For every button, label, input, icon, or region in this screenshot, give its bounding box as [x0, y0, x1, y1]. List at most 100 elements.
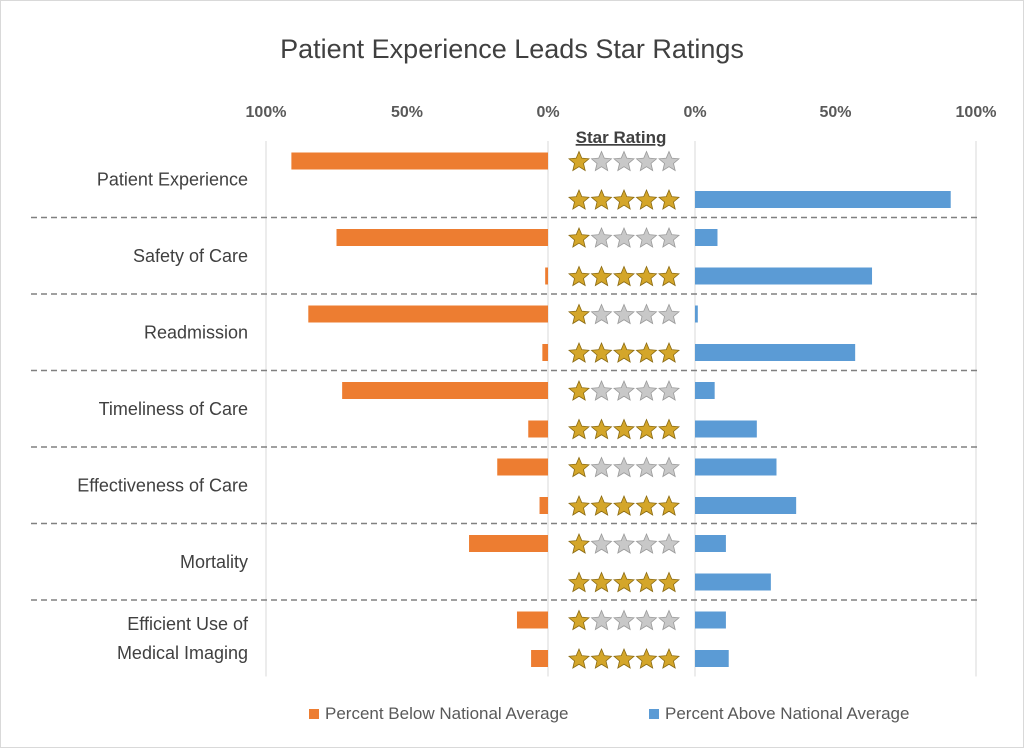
star-filled-icon [568, 265, 590, 287]
star-empty-icon [590, 456, 613, 478]
star-empty-icon [590, 532, 613, 554]
star-empty-icon [590, 379, 613, 401]
category-labels: Patient Experience Safety of Care Readmiss… [77, 169, 249, 663]
star-filled-icon [568, 188, 590, 210]
star-filled-icon [568, 226, 590, 248]
star-filled-icon [658, 188, 680, 210]
star-filled-icon [590, 265, 613, 287]
star-filled-icon [658, 647, 680, 669]
star-empty-icon [590, 303, 613, 325]
below-average-bar [336, 229, 548, 246]
star-filled-icon [635, 341, 658, 363]
star-filled-icon [568, 418, 590, 440]
star-filled-icon [590, 494, 613, 516]
star-filled-icon [590, 647, 613, 669]
star-filled-icon [635, 265, 658, 287]
star-filled-icon [590, 571, 613, 593]
star-empty-icon [613, 303, 635, 325]
star-empty-icon [613, 609, 635, 631]
star-filled-icon [613, 418, 635, 440]
below-average-bar [545, 267, 548, 285]
right-tick-label: 50% [819, 104, 851, 121]
star-empty-icon [635, 226, 658, 248]
star-filled-icon [613, 647, 635, 669]
legend: Percent Below National Average Percent Ab… [309, 704, 909, 723]
star-empty-icon [635, 303, 658, 325]
legend-label: Percent Below National Average [325, 704, 569, 723]
left-tick-label: 50% [391, 104, 423, 121]
star-empty-icon [613, 532, 635, 554]
right-axis-ticks: 0% 50% 100% [683, 104, 996, 121]
star-filled-icon [568, 609, 590, 631]
star-filled-icon [568, 341, 590, 363]
star-filled-icon [658, 418, 680, 440]
star-filled-icon [568, 456, 590, 478]
star-filled-icon [635, 494, 658, 516]
star-empty-icon [613, 226, 635, 248]
above-average-bar [695, 650, 729, 667]
above-average-bar [695, 191, 951, 208]
category-label: Readmission [144, 322, 248, 342]
star-filled-icon [635, 571, 658, 593]
left-tick-label: 0% [536, 104, 559, 121]
above-average-bar [695, 229, 718, 246]
star-filled-icon [590, 418, 613, 440]
star-empty-icon [635, 609, 658, 631]
below-average-bar [342, 382, 548, 399]
star-empty-icon [658, 226, 680, 248]
above-average-bar [695, 382, 715, 399]
below-average-bar [516, 611, 548, 629]
left-axis-ticks: 100% 50% 0% [246, 104, 560, 121]
star-empty-icon [658, 379, 680, 401]
below-average-bars [291, 152, 548, 667]
star-empty-icon [613, 379, 635, 401]
legend-swatch [309, 709, 319, 719]
category-label: Mortality [180, 552, 248, 572]
star-empty-icon [590, 226, 613, 248]
star-filled-icon [613, 188, 635, 210]
category-label: Effectiveness of Care [77, 475, 248, 495]
category-label: Safety of Care [133, 246, 248, 266]
category-label: Timeliness of Care [99, 399, 248, 419]
star-filled-icon [568, 647, 590, 669]
star-empty-icon [590, 150, 613, 172]
star-empty-icon [635, 150, 658, 172]
star-filled-icon [613, 341, 635, 363]
right-tick-label: 0% [683, 104, 706, 121]
below-average-bar [291, 152, 548, 170]
below-average-bar [528, 420, 548, 438]
star-filled-icon [613, 265, 635, 287]
row-dividers [31, 216, 979, 601]
star-filled-icon [568, 532, 590, 554]
category-label: Medical Imaging [117, 643, 248, 663]
star-empty-icon [658, 609, 680, 631]
star-empty-icon [635, 379, 658, 401]
star-filled-icon [635, 647, 658, 669]
chart-title: Patient Experience Leads Star Ratings [280, 34, 744, 64]
star-filled-icon [658, 571, 680, 593]
above-average-bar [695, 267, 873, 285]
above-average-bar [695, 497, 797, 514]
star-filled-icon [568, 571, 590, 593]
above-average-bar [695, 305, 698, 323]
below-average-bar [469, 535, 548, 552]
star-filled-icon [658, 341, 680, 363]
star-empty-icon [613, 456, 635, 478]
star-rating-rows [568, 150, 680, 669]
star-empty-icon [658, 456, 680, 478]
star-empty-icon [590, 609, 613, 631]
star-filled-icon [613, 494, 635, 516]
star-empty-icon [658, 303, 680, 325]
star-filled-icon [568, 303, 590, 325]
star-filled-icon [658, 494, 680, 516]
below-average-bar [497, 458, 548, 476]
star-filled-icon [568, 150, 590, 172]
star-empty-icon [658, 150, 680, 172]
legend-label: Percent Above National Average [665, 704, 909, 723]
star-filled-icon [568, 379, 590, 401]
star-filled-icon [613, 571, 635, 593]
above-average-bar [695, 573, 771, 591]
above-average-bar [695, 420, 757, 438]
